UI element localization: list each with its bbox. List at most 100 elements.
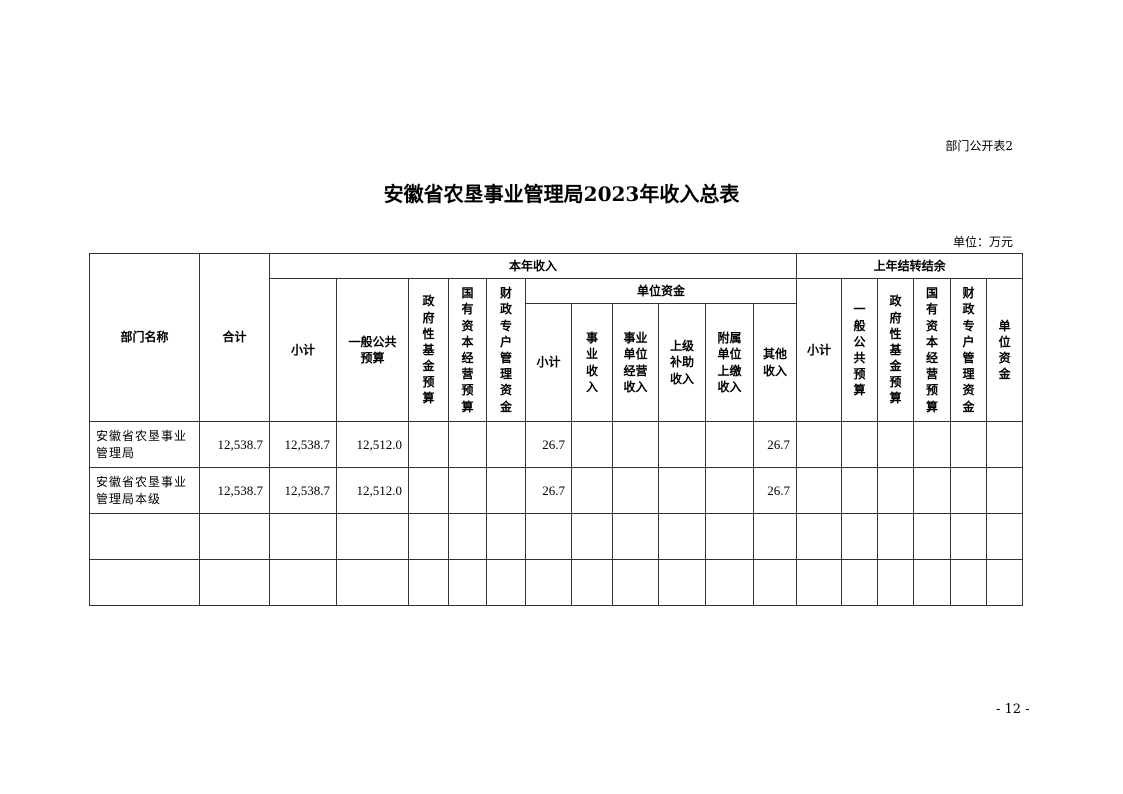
cell-co-subtotal xyxy=(796,559,843,606)
cell-name xyxy=(89,559,200,606)
cell-affiliated-paid xyxy=(705,467,754,514)
cell-co-state-capital xyxy=(913,467,952,514)
unit-label: 单位：万元 xyxy=(952,235,1013,249)
header-business-income: 事业收入 xyxy=(571,303,613,422)
table-row xyxy=(89,513,1024,560)
cell-state-capital xyxy=(448,421,487,468)
header-co-state-capital: 国有资本经营预算 xyxy=(913,278,952,422)
cell-uf-subtotal xyxy=(525,513,572,560)
header-total: 合计 xyxy=(199,253,270,422)
cell-co-fiscal-special xyxy=(950,467,988,514)
cell-superior-subsidy xyxy=(658,421,706,468)
header-carryover: 上年结转结余 xyxy=(796,253,1024,279)
cell-uf-subtotal: 26.7 xyxy=(525,467,572,514)
cell-co-general-budget xyxy=(841,467,879,514)
cell-co-general-budget xyxy=(841,559,879,606)
header-affiliated-paid: 附属 单位 上缴 收入 xyxy=(705,303,754,422)
cell-total xyxy=(199,513,270,560)
header-gov-fund: 政府性基金预算 xyxy=(408,278,449,422)
header-co-unit-funds: 单位资金 xyxy=(986,278,1024,422)
cell-total: 12,538.7 xyxy=(199,421,270,468)
page-title: 安徽省农垦事业管理局2023年收入总表 xyxy=(383,182,740,206)
cell-co-unit-funds xyxy=(986,421,1024,468)
cell-co-unit-funds xyxy=(986,467,1024,514)
cell-co-subtotal xyxy=(796,421,843,468)
cell-co-gov-fund xyxy=(877,467,915,514)
cell-fiscal-special xyxy=(486,559,526,606)
cell-affiliated-paid xyxy=(705,559,754,606)
cell-name: 安徽省农垦事业管理局 xyxy=(89,421,200,468)
cell-co-state-capital xyxy=(913,421,952,468)
cell-co-state-capital xyxy=(913,513,952,560)
cell-co-general-budget xyxy=(841,513,879,560)
cell-gov-fund xyxy=(408,513,449,560)
cell-co-subtotal xyxy=(796,467,843,514)
header-state-capital: 国有资本经营预算 xyxy=(448,278,487,422)
cell-subtotal: 12,538.7 xyxy=(269,421,337,468)
cell-business-operating xyxy=(612,467,659,514)
table-row: 安徽省农垦事业管理局本级 12,538.7 12,538.7 12,512.0 26.7… xyxy=(89,467,1024,514)
page-number: - 12 - xyxy=(996,702,1030,717)
header-current-year: 本年收入 xyxy=(268,253,798,279)
cell-uf-subtotal xyxy=(525,559,572,606)
header-dept-name: 部门名称 xyxy=(89,253,200,422)
cell-co-general-budget xyxy=(841,421,879,468)
cell-affiliated-paid xyxy=(705,513,754,560)
header-co-subtotal: 小计 xyxy=(796,278,843,422)
cell-total xyxy=(199,559,270,606)
header-other-income: 其他 收入 xyxy=(752,303,798,422)
cell-co-fiscal-special xyxy=(950,421,988,468)
cell-subtotal xyxy=(269,513,337,560)
cell-affiliated-paid xyxy=(705,421,754,468)
cell-superior-subsidy xyxy=(658,559,706,606)
header-co-gov-fund: 政府性基金预算 xyxy=(877,278,915,422)
cell-co-unit-funds xyxy=(986,559,1024,606)
cell-business-operating xyxy=(612,421,659,468)
cell-name: 安徽省农垦事业管理局本级 xyxy=(89,467,200,514)
cell-state-capital xyxy=(448,559,487,606)
cell-co-fiscal-special xyxy=(950,513,988,560)
cell-subtotal xyxy=(269,559,337,606)
cell-name xyxy=(89,513,200,560)
cell-business-income xyxy=(571,559,613,606)
cell-other-income xyxy=(752,559,798,606)
header-fiscal-special: 财政专户管理资金 xyxy=(486,278,526,422)
cell-co-gov-fund xyxy=(877,513,915,560)
cell-fiscal-special xyxy=(486,467,526,514)
cell-uf-subtotal: 26.7 xyxy=(525,421,572,468)
cell-general-budget xyxy=(336,513,409,560)
cell-superior-subsidy xyxy=(658,467,706,514)
cell-co-state-capital xyxy=(913,559,952,606)
cell-co-gov-fund xyxy=(877,559,915,606)
table-row: 安徽省农垦事业管理局 12,538.7 12,538.7 12,512.0 26.7 26… xyxy=(89,421,1024,468)
document-label: 部门公开表2 xyxy=(945,139,1013,153)
cell-business-operating xyxy=(612,513,659,560)
header-subtotal: 小计 xyxy=(269,278,337,422)
table-row xyxy=(89,559,1024,606)
cell-business-income xyxy=(571,467,613,514)
header-general-budget: 一般公共 预算 xyxy=(336,278,409,422)
cell-business-income xyxy=(571,513,613,560)
cell-fiscal-special xyxy=(486,513,526,560)
cell-general-budget: 12,512.0 xyxy=(336,421,409,468)
header-business-operating: 事业 单位 经营 收入 xyxy=(612,303,659,422)
cell-general-budget xyxy=(336,559,409,606)
cell-co-unit-funds xyxy=(986,513,1024,560)
cell-gov-fund xyxy=(408,467,449,514)
cell-co-fiscal-special xyxy=(950,559,988,606)
header-co-fiscal-special: 财政专户管理资金 xyxy=(950,278,988,422)
cell-co-subtotal xyxy=(796,513,843,560)
cell-other-income: 26.7 xyxy=(752,467,798,514)
cell-subtotal: 12,538.7 xyxy=(269,467,337,514)
cell-co-gov-fund xyxy=(877,421,915,468)
cell-state-capital xyxy=(448,513,487,560)
cell-superior-subsidy xyxy=(658,513,706,560)
cell-business-income xyxy=(571,421,613,468)
cell-business-operating xyxy=(612,559,659,606)
income-table: 部门名称 合计 本年收入 上年结转结余 小计 一般公共 预算 政府性基金预算 国… xyxy=(89,253,1024,606)
cell-other-income xyxy=(752,513,798,560)
header-superior-subsidy: 上级 补助 收入 xyxy=(658,303,706,422)
cell-state-capital xyxy=(448,467,487,514)
cell-other-income: 26.7 xyxy=(752,421,798,468)
header-uf-subtotal: 小计 xyxy=(525,303,572,422)
